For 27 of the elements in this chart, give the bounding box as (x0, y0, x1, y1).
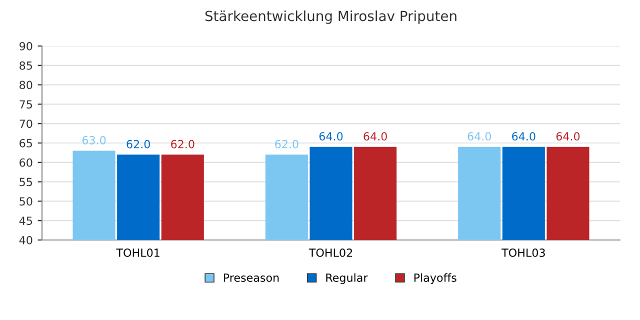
chart-title: Stärkeentwicklung Miroslav Priputen (205, 10, 456, 24)
y-tick-label: 75 (20, 100, 32, 109)
data-label: 62.0 (126, 140, 150, 148)
y-tick-label: 90 (20, 42, 32, 50)
x-tick-label: TOHL03 (502, 248, 545, 257)
legend-label: Playoffs (414, 273, 456, 284)
legend-label: Preseason (224, 274, 279, 282)
y-tick-label: 65 (20, 138, 32, 148)
data-label: 64.0 (512, 132, 536, 141)
x-tick-label: TOHL02 (308, 248, 352, 257)
y-tick-label: 60 (20, 158, 32, 167)
data-label: 64.0 (364, 132, 387, 141)
y-tick-label: 40 (19, 236, 32, 244)
data-label: 64.0 (556, 132, 580, 141)
data-label: 62.0 (275, 140, 298, 148)
y-tick-label: 85 (20, 61, 32, 70)
data-label: 63.0 (82, 136, 106, 144)
y-tick-label: 55 (20, 178, 32, 186)
data-label: 62.0 (171, 140, 194, 148)
legend-label: Regular (326, 273, 368, 284)
y-tick-label: 50 (20, 197, 32, 206)
data-label: 64.0 (468, 132, 491, 141)
y-tick-label: 80 (20, 80, 32, 90)
y-tick-label: 70 (20, 120, 32, 128)
x-tick-label: TOHL01 (116, 248, 160, 257)
y-tick-label: 45 (19, 216, 32, 225)
data-label: 64.0 (319, 132, 343, 141)
